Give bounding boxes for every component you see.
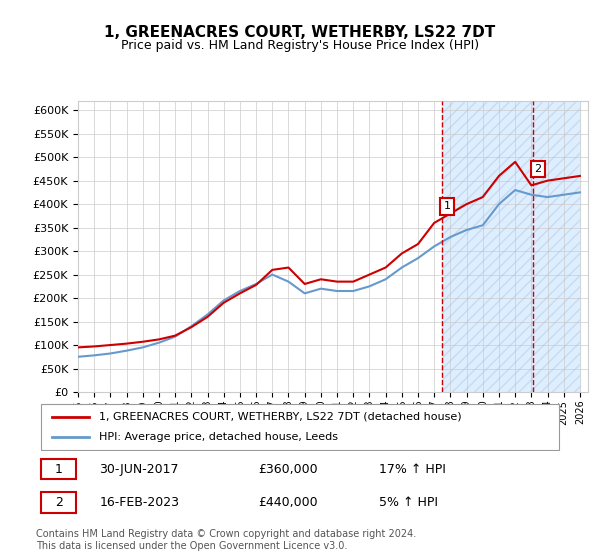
Text: HPI: Average price, detached house, Leeds: HPI: Average price, detached house, Leed… [100,432,338,442]
Text: Price paid vs. HM Land Registry's House Price Index (HPI): Price paid vs. HM Land Registry's House … [121,39,479,52]
Text: 2: 2 [55,496,62,509]
Bar [442,101,580,392]
Text: £440,000: £440,000 [258,496,317,509]
Text: 5% ↑ HPI: 5% ↑ HPI [379,496,438,509]
Text: 1: 1 [55,463,62,475]
Text: 1, GREENACRES COURT, WETHERBY, LS22 7DT: 1, GREENACRES COURT, WETHERBY, LS22 7DT [104,25,496,40]
Text: 1, GREENACRES COURT, WETHERBY, LS22 7DT (detached house): 1, GREENACRES COURT, WETHERBY, LS22 7DT … [100,412,462,422]
FancyBboxPatch shape [41,492,76,513]
Text: 17% ↑ HPI: 17% ↑ HPI [379,463,446,475]
Text: 2: 2 [534,164,541,174]
Text: 16-FEB-2023: 16-FEB-2023 [100,496,179,509]
Bar [442,101,580,392]
Text: Contains HM Land Registry data © Crown copyright and database right 2024.
This d: Contains HM Land Registry data © Crown c… [36,529,416,551]
FancyBboxPatch shape [41,459,76,479]
Text: 30-JUN-2017: 30-JUN-2017 [100,463,179,475]
FancyBboxPatch shape [41,404,559,450]
Text: £360,000: £360,000 [258,463,317,475]
Text: 1: 1 [443,202,451,212]
